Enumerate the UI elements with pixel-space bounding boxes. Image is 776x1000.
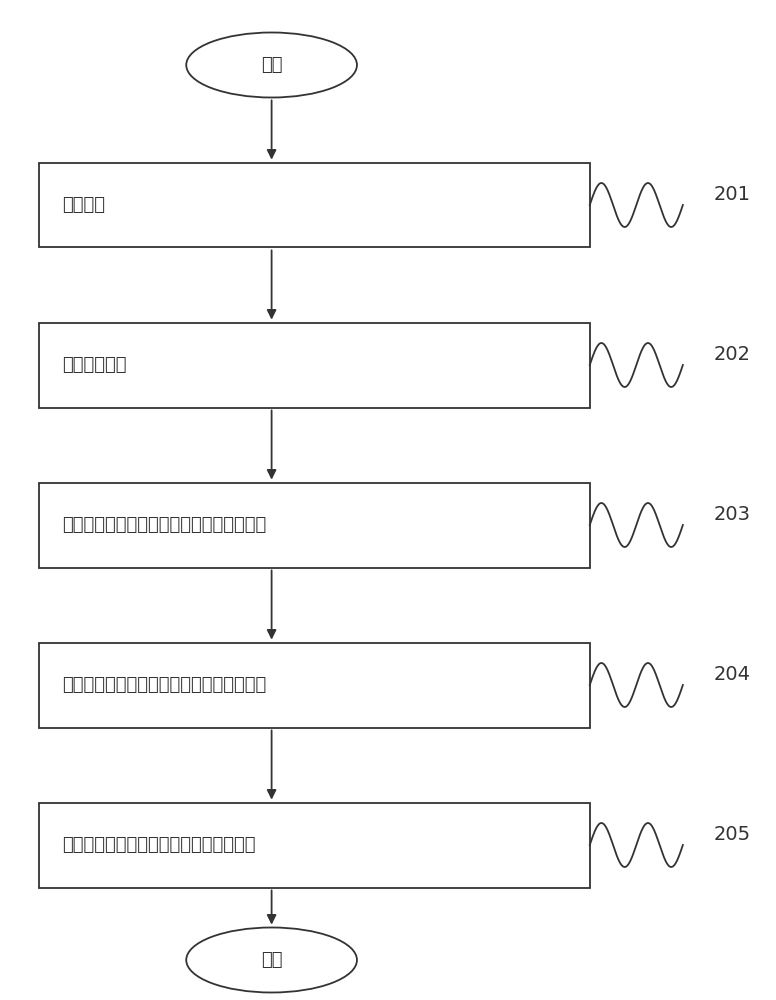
Text: 203: 203 [714, 506, 751, 524]
FancyBboxPatch shape [39, 642, 590, 728]
Text: 对优化目标函数求解，得到门控调度编排: 对优化目标函数求解，得到门控调度编排 [62, 836, 255, 854]
FancyBboxPatch shape [39, 802, 590, 888]
Text: 根据混合流的传输需求，确定优化目标函数: 根据混合流的传输需求，确定优化目标函数 [62, 516, 266, 534]
Text: 201: 201 [714, 186, 751, 205]
Text: 205: 205 [714, 826, 751, 844]
Text: 流量采集: 流量采集 [62, 196, 105, 214]
Text: 结束: 结束 [261, 951, 282, 969]
Text: 202: 202 [714, 346, 751, 364]
Ellipse shape [186, 32, 357, 98]
Text: 确定流量类型: 确定流量类型 [62, 356, 126, 374]
Text: 开始: 开始 [261, 56, 282, 74]
Text: 针对不同周期流的编排问题，添加约束条件: 针对不同周期流的编排问题，添加约束条件 [62, 676, 266, 694]
FancyBboxPatch shape [39, 483, 590, 568]
Text: 204: 204 [714, 666, 751, 684]
FancyBboxPatch shape [39, 162, 590, 247]
FancyBboxPatch shape [39, 322, 590, 408]
Ellipse shape [186, 928, 357, 992]
